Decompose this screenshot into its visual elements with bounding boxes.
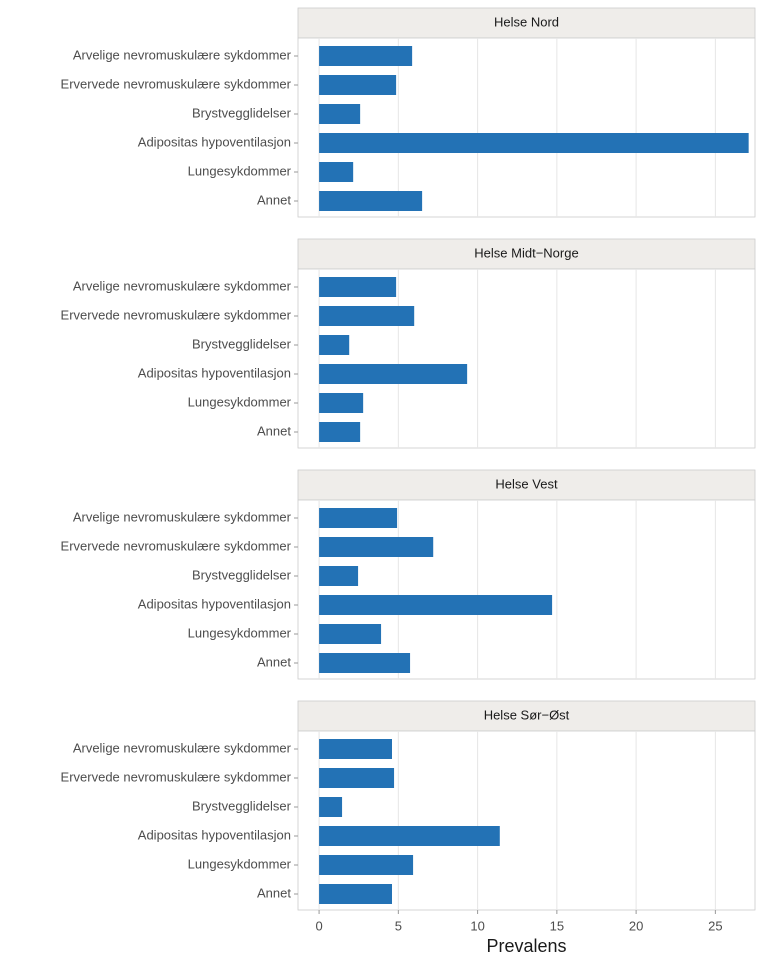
x-tick-label: 10 <box>470 918 484 933</box>
bar <box>319 768 395 788</box>
y-tick-label: Arvelige nevromuskulære sykdommer <box>73 278 292 293</box>
y-tick-label: Adipositas hypoventilasjon <box>138 596 291 611</box>
y-tick-label: Adipositas hypoventilasjon <box>138 134 291 149</box>
y-tick-label: Ervervede nevromuskulære sykdommer <box>61 76 292 91</box>
bar <box>319 595 553 615</box>
bar <box>319 624 382 644</box>
bar <box>319 508 398 528</box>
bar <box>319 826 500 846</box>
y-tick-label: Lungesykdommer <box>188 163 292 178</box>
bar <box>319 884 392 904</box>
panel-title: Helse Midt−Norge <box>474 245 578 260</box>
bar <box>319 104 361 124</box>
strip <box>297 469 756 501</box>
panel <box>297 37 756 218</box>
y-tick-label: Annet <box>257 192 291 207</box>
strip <box>297 700 756 732</box>
strip <box>297 238 756 270</box>
panel <box>297 268 756 449</box>
bar <box>319 797 343 817</box>
x-axis-label: Prevalens <box>486 936 566 956</box>
x-tick-label: 15 <box>550 918 564 933</box>
y-tick-label: Adipositas hypoventilasjon <box>138 365 291 380</box>
panel-title: Helse Nord <box>494 14 559 29</box>
y-tick-label: Annet <box>257 885 291 900</box>
y-tick-label: Lungesykdommer <box>188 625 292 640</box>
x-tick-label: 20 <box>629 918 643 933</box>
bar <box>319 393 364 413</box>
y-tick-label: Lungesykdommer <box>188 856 292 871</box>
bar <box>319 46 413 66</box>
bar <box>319 75 397 95</box>
bar <box>319 653 411 673</box>
panel-title: Helse Sør−Øst <box>484 707 570 722</box>
y-tick-label: Brystvegglidelser <box>192 105 292 120</box>
y-tick-label: Lungesykdommer <box>188 394 292 409</box>
y-tick-label: Brystvegglidelser <box>192 336 292 351</box>
bar <box>319 422 361 442</box>
y-tick-label: Annet <box>257 654 291 669</box>
bar <box>319 191 423 211</box>
y-tick-label: Ervervede nevromuskulære sykdommer <box>61 538 292 553</box>
bar <box>319 306 415 326</box>
bar <box>319 162 354 182</box>
y-tick-label: Brystvegglidelser <box>192 798 292 813</box>
panel <box>297 730 756 911</box>
bar <box>319 566 359 586</box>
y-tick-label: Arvelige nevromuskulære sykdommer <box>73 509 292 524</box>
y-tick-label: Adipositas hypoventilasjon <box>138 827 291 842</box>
y-tick-label: Brystvegglidelser <box>192 567 292 582</box>
bar <box>319 855 414 875</box>
panel <box>297 499 756 680</box>
y-tick-label: Arvelige nevromuskulære sykdommer <box>73 740 292 755</box>
panel-title: Helse Vest <box>495 476 558 491</box>
bar <box>319 739 392 759</box>
bar <box>319 537 434 557</box>
bar <box>319 277 397 297</box>
x-tick-label: 5 <box>395 918 402 933</box>
strip <box>297 7 756 39</box>
y-tick-label: Ervervede nevromuskulære sykdommer <box>61 769 292 784</box>
bar <box>319 364 468 384</box>
bar <box>319 335 350 355</box>
x-tick-label: 25 <box>708 918 722 933</box>
bar <box>319 133 749 153</box>
y-tick-label: Annet <box>257 423 291 438</box>
y-tick-label: Arvelige nevromuskulære sykdommer <box>73 47 292 62</box>
x-tick-label: 0 <box>315 918 322 933</box>
y-tick-label: Ervervede nevromuskulære sykdommer <box>61 307 292 322</box>
